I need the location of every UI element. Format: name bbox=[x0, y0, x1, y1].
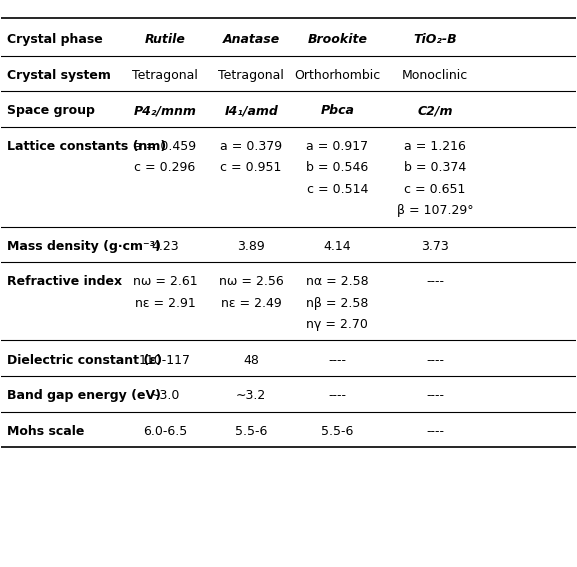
Text: c = 0.514: c = 0.514 bbox=[306, 183, 368, 196]
Text: Crystal phase: Crystal phase bbox=[7, 33, 103, 46]
Text: b = 0.546: b = 0.546 bbox=[306, 162, 369, 174]
Text: 5.5-6: 5.5-6 bbox=[321, 425, 354, 438]
Text: C2/m: C2/m bbox=[417, 104, 453, 117]
Text: Mohs scale: Mohs scale bbox=[7, 425, 84, 438]
Text: nε = 2.91: nε = 2.91 bbox=[134, 297, 196, 310]
Text: Monoclinic: Monoclinic bbox=[402, 69, 468, 82]
Text: ----: ---- bbox=[426, 390, 444, 402]
Text: I4₁/amd: I4₁/amd bbox=[224, 104, 278, 117]
Text: Refractive index: Refractive index bbox=[7, 276, 122, 288]
Text: 6.0-6.5: 6.0-6.5 bbox=[143, 425, 187, 438]
Text: Brookite: Brookite bbox=[308, 33, 368, 46]
Text: 48: 48 bbox=[243, 354, 259, 367]
Text: nβ = 2.58: nβ = 2.58 bbox=[306, 297, 369, 310]
Text: nα = 2.58: nα = 2.58 bbox=[306, 276, 369, 288]
Text: nω = 2.61: nω = 2.61 bbox=[133, 276, 197, 288]
Text: ----: ---- bbox=[328, 390, 346, 402]
Text: Anatase: Anatase bbox=[223, 33, 280, 46]
Text: Lattice constants (nm): Lattice constants (nm) bbox=[7, 140, 166, 153]
Text: b = 0.374: b = 0.374 bbox=[404, 162, 466, 174]
Text: ----: ---- bbox=[328, 354, 346, 367]
Text: ----: ---- bbox=[426, 276, 444, 288]
Text: ----: ---- bbox=[426, 354, 444, 367]
Text: Tetragonal: Tetragonal bbox=[132, 69, 198, 82]
Text: ∼3.2: ∼3.2 bbox=[236, 390, 267, 402]
Text: ----: ---- bbox=[426, 425, 444, 438]
Text: β = 107.29°: β = 107.29° bbox=[396, 204, 473, 217]
Text: nε = 2.49: nε = 2.49 bbox=[221, 297, 282, 310]
Text: c = 0.296: c = 0.296 bbox=[134, 162, 196, 174]
Text: a = 1.216: a = 1.216 bbox=[404, 140, 466, 153]
Text: Band gap energy (eV): Band gap energy (eV) bbox=[7, 390, 161, 402]
Text: Dielectric constant (ε): Dielectric constant (ε) bbox=[7, 354, 162, 367]
Text: Space group: Space group bbox=[7, 104, 95, 117]
Text: Crystal system: Crystal system bbox=[7, 69, 111, 82]
Text: P4₂/mnm: P4₂/mnm bbox=[134, 104, 197, 117]
Text: c = 0.651: c = 0.651 bbox=[404, 183, 466, 196]
Text: a = 0.459: a = 0.459 bbox=[134, 140, 196, 153]
Text: 5.5-6: 5.5-6 bbox=[235, 425, 267, 438]
Text: nγ = 2.70: nγ = 2.70 bbox=[306, 318, 368, 331]
Text: 3.89: 3.89 bbox=[237, 240, 265, 253]
Text: a = 0.917: a = 0.917 bbox=[306, 140, 368, 153]
Text: ∼3.0: ∼3.0 bbox=[150, 390, 180, 402]
Text: Mass density (g·cm⁻³): Mass density (g·cm⁻³) bbox=[7, 240, 161, 253]
Text: Pbca: Pbca bbox=[320, 104, 354, 117]
Text: Orthorhombic: Orthorhombic bbox=[294, 69, 380, 82]
Text: Tetragonal: Tetragonal bbox=[218, 69, 284, 82]
Text: a = 0.379: a = 0.379 bbox=[220, 140, 282, 153]
Text: TiO₂-B: TiO₂-B bbox=[413, 33, 457, 46]
Text: 3.73: 3.73 bbox=[421, 240, 449, 253]
Text: c = 0.951: c = 0.951 bbox=[220, 162, 282, 174]
Text: 110-117: 110-117 bbox=[139, 354, 191, 367]
Text: 4.23: 4.23 bbox=[151, 240, 179, 253]
Text: Rutile: Rutile bbox=[145, 33, 185, 46]
Text: nω = 2.56: nω = 2.56 bbox=[219, 276, 283, 288]
Text: 4.14: 4.14 bbox=[324, 240, 351, 253]
